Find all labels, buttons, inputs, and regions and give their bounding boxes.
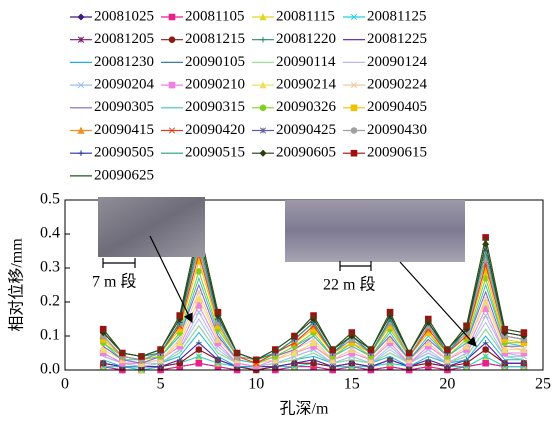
legend-label: 20081215 [185,31,245,47]
legend-label: 20090505 [94,145,154,161]
x-axis-title: 孔深/m [280,400,329,418]
legend-label: 20090210 [185,77,245,93]
marker [77,13,85,21]
segment-bracket [339,261,372,271]
line [103,342,524,368]
marker [195,359,203,367]
legend-label: 20090214 [276,77,337,93]
marker [259,104,267,112]
y-tick-label: 0.4 [40,225,60,242]
legend-label: 20090105 [185,54,245,70]
marker [482,346,489,353]
marker [195,353,202,360]
marker [77,126,85,134]
marker [463,359,470,367]
legend-label: 20090326 [276,99,337,115]
marker [176,338,184,347]
legend-label: 20090124 [367,54,428,70]
marker [350,13,358,21]
annotation: 22 m 段 [323,276,375,294]
marker [176,359,184,367]
core-photo [98,197,205,257]
legend-label: 20090430 [367,122,427,138]
marker [78,150,84,156]
legend-label: 20090114 [276,54,336,70]
marker [259,149,267,157]
core-photo [285,200,465,262]
legend-label: 20090415 [94,122,154,138]
marker [168,36,176,43]
legend-label: 20090305 [94,99,154,115]
legend-label: 20090605 [276,145,336,161]
marker [168,13,176,21]
y-tick-label: 0.3 [40,259,60,276]
legend-label: 20090204 [94,77,155,93]
x-tick-label: 10 [248,376,264,393]
marker [290,349,299,357]
x-tick-label: 20 [439,376,455,393]
marker [77,36,85,43]
legend-label: 20081125 [367,8,426,24]
y-axis-title: 相对位移/mm [8,238,26,332]
marker [501,345,509,353]
y-tick-label: 0.0 [40,361,60,378]
marker [259,127,267,134]
legend-label: 20090405 [367,99,427,115]
legend-label: 20081230 [94,54,154,70]
legend-label: 20090224 [367,77,428,93]
legend-label: 20090315 [185,99,245,115]
legend-label: 20090425 [276,122,336,138]
legend-label: 20081115 [276,8,335,24]
legend-label: 20081220 [276,31,336,47]
x-tick-label: 0 [61,376,69,393]
marker [259,13,267,21]
marker [350,127,358,134]
legend-label: 20090615 [367,145,427,161]
arrow [149,235,193,324]
x-tick-label: 25 [535,376,551,393]
marker [195,294,203,302]
legend-label: 20090625 [94,167,154,183]
marker [168,127,176,134]
legend-label: 20081025 [94,8,154,24]
legend-label: 20081205 [94,31,154,47]
marker [77,81,85,89]
marker [195,346,203,353]
plot-area: 0 5 10 15 20 25 0.0 0.1 0.2 0.3 0.4 0.5 [40,191,551,393]
legend-label: 20090420 [185,122,245,138]
marker [482,353,489,360]
y-tick-label: 0.2 [40,293,60,310]
arrow [399,261,477,347]
marker [482,305,489,313]
y-tick-label: 0.1 [40,327,60,344]
y-tick-label: 0.5 [40,191,60,208]
marker [482,359,489,367]
line [103,324,524,368]
line [103,331,524,368]
x-tick-label: 5 [157,376,165,393]
marker [99,345,107,353]
marker [350,149,358,157]
legend-label: 20081225 [367,31,427,47]
line [102,227,524,361]
marker [310,359,317,367]
x-tick-label: 15 [344,376,360,393]
legend-label: 20090515 [185,145,245,161]
marker [260,36,266,43]
marker [424,359,432,367]
annotation: 7 m 段 [92,273,136,291]
marker [520,346,528,353]
marker [350,81,358,89]
legend-label: 20081105 [185,8,244,24]
line [102,276,524,364]
segment-bracket [102,258,136,268]
marker [259,81,267,89]
marker [350,104,358,112]
marker [309,338,318,347]
marker [195,302,203,309]
marker [168,81,176,89]
